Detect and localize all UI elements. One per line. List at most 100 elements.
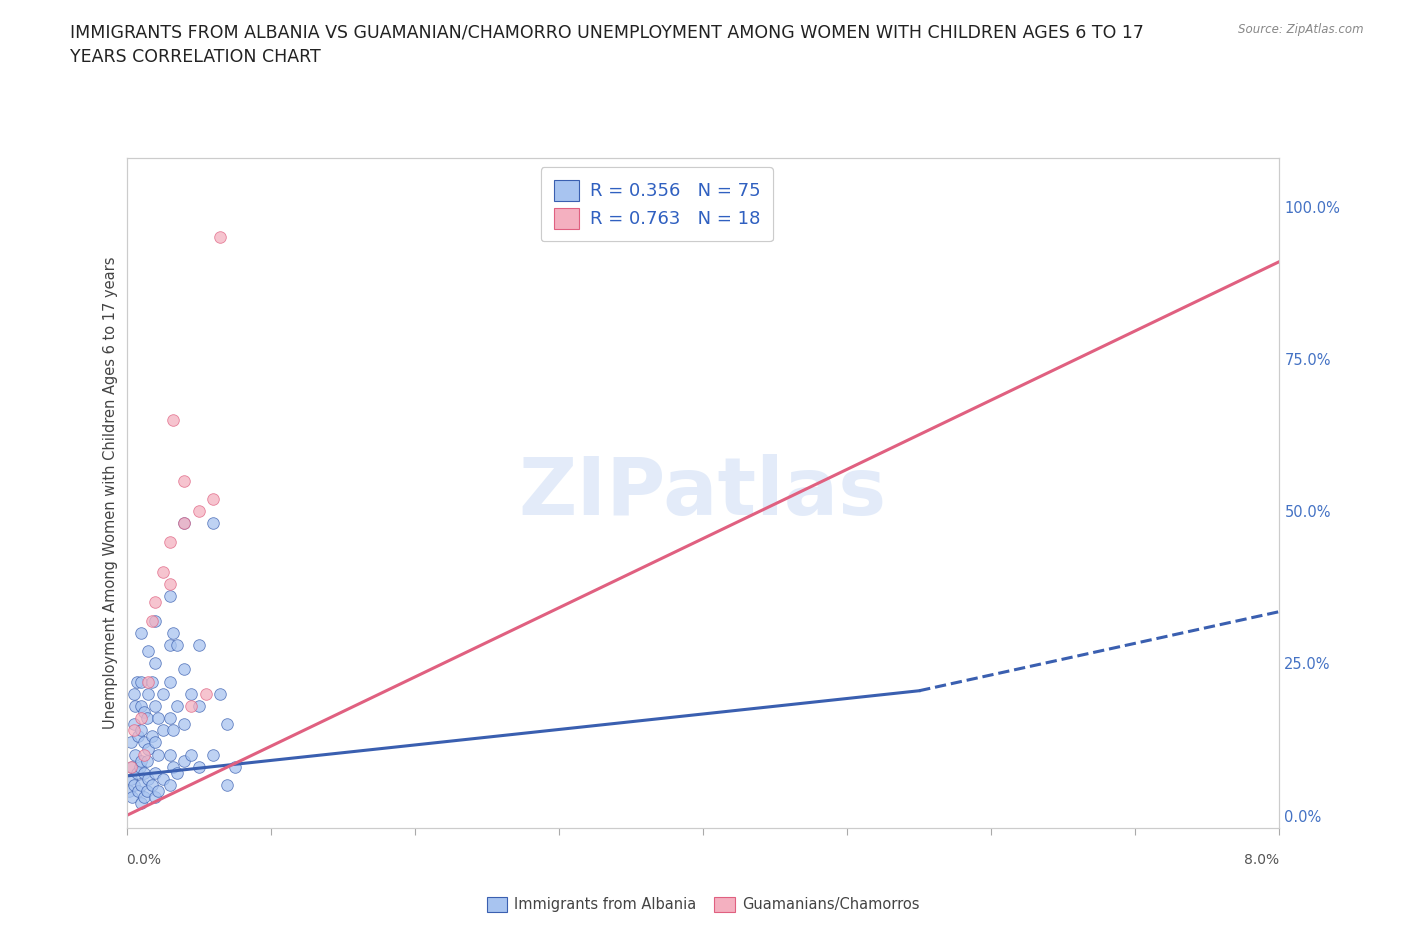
- Point: [125, 674, 148, 689]
- Point: [129, 674, 152, 689]
- Point: [202, 747, 225, 762]
- Point: [141, 674, 163, 689]
- Point: [145, 595, 166, 610]
- Point: [145, 765, 166, 780]
- Point: [135, 784, 157, 799]
- Point: [187, 698, 209, 713]
- Point: [159, 638, 181, 653]
- Point: [180, 698, 202, 713]
- Point: [132, 790, 155, 804]
- Point: [224, 760, 246, 775]
- Legend: Immigrants from Albania, Guamanians/Chamorros: Immigrants from Albania, Guamanians/Cham…: [481, 891, 925, 918]
- Point: [141, 729, 163, 744]
- Point: [187, 504, 209, 519]
- Point: [120, 772, 142, 787]
- Point: [159, 747, 181, 762]
- Point: [132, 705, 155, 720]
- Point: [122, 723, 145, 737]
- Point: [145, 735, 166, 750]
- Point: [127, 784, 149, 799]
- Point: [162, 626, 184, 641]
- Point: [135, 711, 157, 725]
- Point: [120, 735, 142, 750]
- Point: [129, 711, 152, 725]
- Point: [128, 760, 150, 775]
- Point: [132, 735, 155, 750]
- Point: [122, 717, 145, 732]
- Point: [122, 686, 145, 701]
- Point: [152, 723, 174, 737]
- Point: [118, 784, 141, 799]
- Point: [145, 656, 166, 671]
- Point: [148, 747, 170, 762]
- Point: [152, 565, 174, 579]
- Point: [162, 723, 184, 737]
- Point: [173, 717, 195, 732]
- Point: [162, 760, 184, 775]
- Point: [217, 777, 239, 792]
- Point: [129, 626, 152, 641]
- Point: [194, 686, 217, 701]
- Text: Source: ZipAtlas.com: Source: ZipAtlas.com: [1239, 23, 1364, 36]
- Text: ZIPatlas: ZIPatlas: [519, 454, 887, 532]
- Point: [136, 686, 159, 701]
- Point: [136, 674, 159, 689]
- Point: [173, 516, 195, 531]
- Point: [159, 589, 181, 604]
- Point: [141, 613, 163, 628]
- Text: 0.0%: 0.0%: [127, 853, 162, 868]
- Point: [180, 747, 202, 762]
- Point: [202, 492, 225, 507]
- Point: [122, 777, 145, 792]
- Point: [166, 765, 188, 780]
- Point: [173, 753, 195, 768]
- Point: [162, 412, 184, 427]
- Point: [187, 638, 209, 653]
- Point: [129, 777, 152, 792]
- Point: [132, 747, 155, 762]
- Point: [209, 230, 232, 245]
- Point: [209, 686, 232, 701]
- Point: [124, 698, 146, 713]
- Point: [148, 711, 170, 725]
- Point: [159, 777, 181, 792]
- Point: [121, 790, 143, 804]
- Point: [135, 753, 157, 768]
- Point: [141, 777, 163, 792]
- Point: [166, 698, 188, 713]
- Point: [136, 644, 159, 658]
- Point: [136, 772, 159, 787]
- Point: [159, 534, 181, 549]
- Point: [136, 741, 159, 756]
- Text: IMMIGRANTS FROM ALBANIA VS GUAMANIAN/CHAMORRO UNEMPLOYMENT AMONG WOMEN WITH CHIL: IMMIGRANTS FROM ALBANIA VS GUAMANIAN/CHA…: [70, 23, 1144, 66]
- Point: [202, 516, 225, 531]
- Point: [148, 784, 170, 799]
- Legend: R = 0.356   N = 75, R = 0.763   N = 18: R = 0.356 N = 75, R = 0.763 N = 18: [541, 167, 773, 242]
- Point: [173, 516, 195, 531]
- Point: [166, 638, 188, 653]
- Point: [124, 747, 146, 762]
- Point: [159, 674, 181, 689]
- Text: 8.0%: 8.0%: [1244, 853, 1279, 868]
- Point: [120, 760, 142, 775]
- Point: [152, 772, 174, 787]
- Point: [121, 760, 143, 775]
- Point: [187, 760, 209, 775]
- Point: [152, 686, 174, 701]
- Point: [125, 765, 148, 780]
- Point: [129, 796, 152, 811]
- Point: [159, 577, 181, 591]
- Point: [173, 662, 195, 677]
- Point: [217, 717, 239, 732]
- Point: [129, 723, 152, 737]
- Point: [127, 729, 149, 744]
- Point: [129, 753, 152, 768]
- Point: [132, 765, 155, 780]
- Point: [129, 698, 152, 713]
- Y-axis label: Unemployment Among Women with Children Ages 6 to 17 years: Unemployment Among Women with Children A…: [103, 257, 118, 729]
- Point: [145, 613, 166, 628]
- Point: [180, 686, 202, 701]
- Point: [145, 790, 166, 804]
- Point: [159, 711, 181, 725]
- Point: [173, 473, 195, 488]
